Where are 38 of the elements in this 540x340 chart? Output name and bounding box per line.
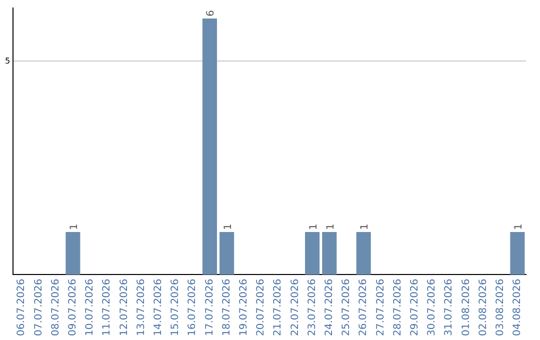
x-tick-label: 28.07.2026 (392, 278, 404, 336)
x-tick-label: 12.07.2026 (118, 278, 130, 336)
x-tick-label: 23.07.2026 (306, 278, 318, 336)
x-tick-label: 19.07.2026 (238, 278, 250, 336)
data-label: 1 (68, 224, 80, 230)
x-tick-label: 18.07.2026 (221, 278, 232, 336)
x-tick-label: 10.07.2026 (84, 278, 96, 336)
x-tick-label: 20.07.2026 (256, 278, 267, 336)
x-tick-label: 17.07.2026 (204, 278, 216, 336)
data-label: 1 (325, 224, 336, 230)
x-tick-label: 22.07.2026 (290, 278, 301, 336)
x-tick-label: 03.08.2026 (494, 278, 506, 336)
y-tick-label: 5 (4, 56, 10, 66)
x-tick-label: 09.07.2026 (68, 278, 79, 336)
x-tick-label: 27.07.2026 (375, 278, 386, 336)
x-tick-label: 07.07.2026 (33, 278, 44, 336)
x-tick-label: 24.07.2026 (324, 278, 335, 336)
x-tick-label: 25.07.2026 (341, 278, 352, 336)
x-tick-label: 11.07.2026 (102, 278, 113, 336)
x-tick-label: 02.08.2026 (478, 278, 489, 336)
x-tick-label: 16.07.2026 (187, 278, 198, 336)
x-tick-label: 29.07.2026 (409, 278, 420, 336)
x-tick-label: 04.08.2026 (512, 278, 524, 336)
data-label: 1 (308, 224, 320, 230)
x-tick-label: 14.07.2026 (153, 278, 164, 336)
x-tick-label: 01.08.2026 (460, 278, 472, 336)
x-tick-label: 08.07.2026 (50, 278, 62, 336)
x-tick-label: 30.07.2026 (426, 278, 438, 336)
data-label: 1 (513, 224, 524, 230)
x-tick-label: 21.07.2026 (272, 278, 284, 336)
x-tick-label: 26.07.2026 (358, 278, 370, 336)
data-label: 1 (360, 224, 371, 230)
x-tick-label: 06.07.2026 (16, 278, 28, 336)
data-label: 1 (222, 224, 234, 230)
x-tick-label: 15.07.2026 (170, 278, 182, 336)
x-tick-label: 13.07.2026 (136, 278, 147, 336)
x-tick-label: 31.07.2026 (444, 278, 455, 336)
data-label: 6 (206, 10, 217, 16)
